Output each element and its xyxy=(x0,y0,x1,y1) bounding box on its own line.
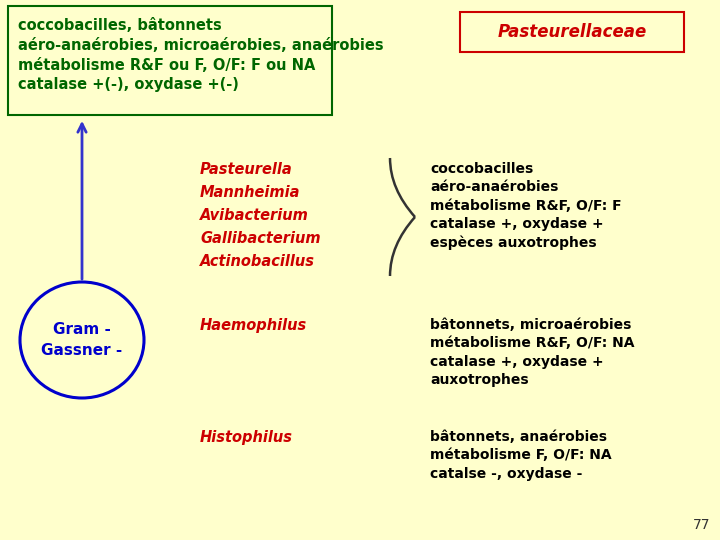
Text: Histophilus: Histophilus xyxy=(200,430,293,445)
FancyBboxPatch shape xyxy=(8,6,332,115)
Text: Haemophilus: Haemophilus xyxy=(200,318,307,333)
Text: Actinobacillus: Actinobacillus xyxy=(200,254,315,269)
Text: bâtonnets, anaérobies
métabolisme F, O/F: NA
catalse -, oxydase -: bâtonnets, anaérobies métabolisme F, O/F… xyxy=(430,430,611,481)
Text: 77: 77 xyxy=(693,518,710,532)
Text: Avibacterium: Avibacterium xyxy=(200,208,309,223)
Text: Pasteurella: Pasteurella xyxy=(200,162,293,177)
Text: Mannheimia: Mannheimia xyxy=(200,185,300,200)
Text: Gallibacterium: Gallibacterium xyxy=(200,231,320,246)
Text: Gram -
Gassner -: Gram - Gassner - xyxy=(41,322,122,358)
Text: coccobacilles, bâtonnets
aéro-anaérobies, microaérobies, anaérobies
métabolisme : coccobacilles, bâtonnets aéro-anaérobies… xyxy=(18,18,384,92)
FancyBboxPatch shape xyxy=(460,12,684,52)
Text: coccobacilles
aéro-anaérobies
métabolisme R&F, O/F: F
catalase +, oxydase +
espè: coccobacilles aéro-anaérobies métabolism… xyxy=(430,162,621,251)
Text: Pasteurellaceae: Pasteurellaceae xyxy=(498,23,647,41)
Text: bâtonnets, microaérobies
métabolisme R&F, O/F: NA
catalase +, oxydase +
auxotrop: bâtonnets, microaérobies métabolisme R&F… xyxy=(430,318,634,387)
